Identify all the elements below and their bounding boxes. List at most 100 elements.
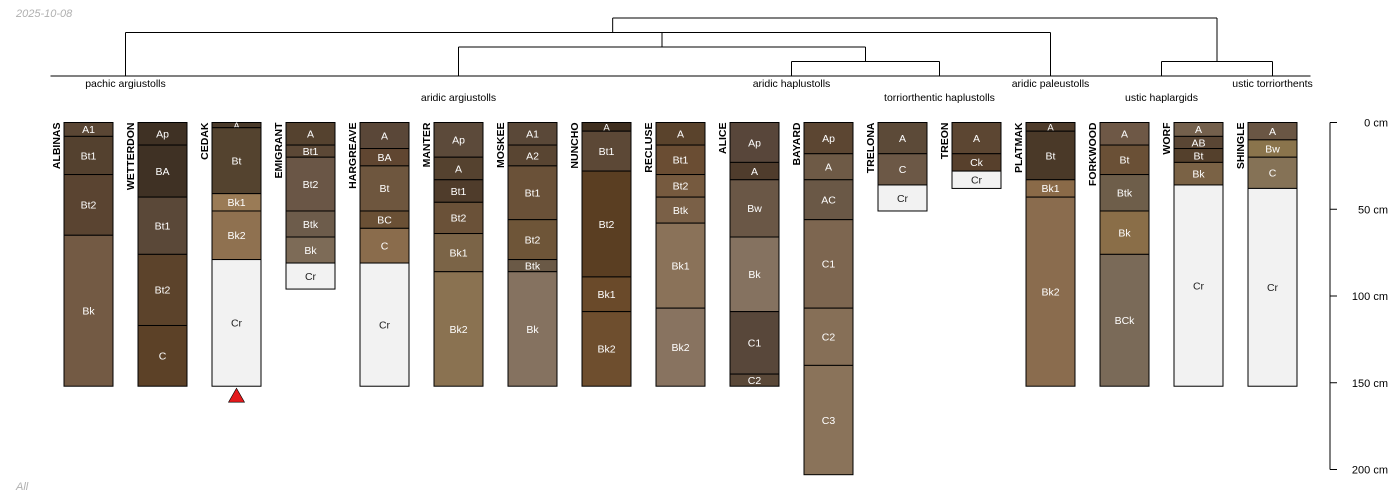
taxon-label: ustic haplargids xyxy=(1125,92,1198,104)
horizon-label: Cr xyxy=(1267,282,1279,294)
horizon-label: Bk xyxy=(82,306,95,318)
horizon-label: Bk xyxy=(748,269,761,281)
horizon-label: C1 xyxy=(822,259,836,271)
horizon-label: A xyxy=(233,121,240,132)
horizon-block xyxy=(1173,184,1224,387)
horizon-label: A xyxy=(455,163,462,175)
profile-name: HARGREAVE xyxy=(347,123,359,189)
profile-platmak: A Bt Bk1 Bk2 PLATMAK xyxy=(1013,122,1076,387)
horizon-label: Bt1 xyxy=(599,146,615,158)
horizon-label: Ap xyxy=(452,135,465,147)
taxon-label: torriorthentic haplustolls xyxy=(884,92,995,104)
profile-name: NUNCHO xyxy=(569,123,581,169)
horizon-block xyxy=(803,179,854,221)
horizon-block xyxy=(951,170,1002,189)
horizon-label: Cr xyxy=(231,318,243,330)
profile-name: ALBINAS xyxy=(51,123,63,170)
horizon-label: Bk2 xyxy=(597,344,615,356)
horizon-label: Ap xyxy=(748,137,761,149)
axis-tick-label: 100 cm xyxy=(1352,291,1388,303)
horizon-label: Cr xyxy=(971,175,983,187)
horizon-label: AB xyxy=(1191,137,1205,149)
horizon-label: A xyxy=(1195,124,1202,136)
horizon-block xyxy=(211,210,262,261)
horizon-block xyxy=(137,253,188,326)
horizon-label: C2 xyxy=(822,332,836,344)
horizon-block xyxy=(1025,196,1076,387)
horizon-block xyxy=(507,271,558,387)
horizon-block xyxy=(359,227,410,264)
profile-forkwood: A Bt Btk Bk BCk FORKWOOD xyxy=(1087,122,1150,387)
profile-moskee: A1 A2 Bt1 Bt2 Btk Bk MOSKEE xyxy=(495,122,558,387)
horizon-block xyxy=(877,184,928,212)
horizon-block xyxy=(433,271,484,387)
horizon-label: Bk xyxy=(526,324,539,336)
horizon-label: Cr xyxy=(379,319,391,331)
horizon-label: Bk1 xyxy=(671,260,689,272)
horizon-label: C xyxy=(1269,168,1277,180)
horizon-label: BCk xyxy=(1115,315,1136,327)
horizon-label: Bk xyxy=(304,245,317,257)
horizon-label: Bt xyxy=(1046,150,1056,162)
horizon-label: Bt xyxy=(380,183,390,195)
horizon-label: Bt1 xyxy=(673,155,689,167)
date-stamp: 2025-10-08 xyxy=(16,8,73,20)
horizon-label: Bt2 xyxy=(155,285,171,297)
horizon-block xyxy=(63,174,114,236)
profile-hargreave: A BA Bt BC C Cr HARGREAVE xyxy=(347,122,410,387)
profile-name: MOSKEE xyxy=(495,123,507,169)
profile-name: TREON xyxy=(939,123,951,160)
profile-emigrant: A Bt1 Bt2 Btk Bk Cr EMIGRANT xyxy=(273,122,336,290)
profile-name: TRELONA xyxy=(865,122,877,173)
horizon-block xyxy=(729,179,780,238)
horizon-label: Bk2 xyxy=(227,230,245,242)
horizon-label: A xyxy=(381,130,388,142)
horizon-label: C xyxy=(899,164,907,176)
horizon-block xyxy=(359,165,410,212)
taxon-label: pachic argiustolls xyxy=(85,78,166,90)
horizon-label: Bt1 xyxy=(303,146,319,158)
horizon-block xyxy=(285,236,336,264)
profile-shingle: A Bw C Cr SHINGLE xyxy=(1235,122,1298,387)
triangle-marker xyxy=(227,387,246,403)
horizon-label: Bk2 xyxy=(1041,286,1059,298)
horizon-label: Btk xyxy=(525,260,541,272)
profile-name: CEDAK xyxy=(199,122,211,160)
dendrogram xyxy=(125,17,1273,76)
horizon-label: Bw xyxy=(1265,143,1280,155)
horizon-label: Bw xyxy=(747,203,762,215)
horizon-block xyxy=(63,234,114,387)
horizon-label: A xyxy=(899,133,906,145)
horizon-label: Bk xyxy=(1192,168,1205,180)
horizon-label: BA xyxy=(377,152,391,164)
horizon-block xyxy=(137,324,188,387)
horizon-block xyxy=(803,307,854,366)
horizon-label: A xyxy=(1269,126,1276,138)
horizon-label: Btk xyxy=(303,219,319,231)
horizon-label: Bt2 xyxy=(599,219,615,231)
horizon-block xyxy=(1099,174,1150,212)
horizon-label: BC xyxy=(377,214,392,226)
horizon-block xyxy=(433,233,484,273)
horizon-block xyxy=(581,276,632,313)
horizon-block xyxy=(581,170,632,278)
horizon-block xyxy=(803,153,854,181)
horizon-block xyxy=(729,122,780,163)
horizon-label: Ck xyxy=(970,157,984,169)
horizon-label: A xyxy=(603,123,610,134)
profile-albinas: A1 Bt1 Bt2 Bk ALBINAS xyxy=(51,122,114,387)
horizon-block xyxy=(359,122,410,150)
horizon-label: Bt2 xyxy=(81,200,97,212)
horizon-label: Ap xyxy=(822,133,835,145)
horizon-block xyxy=(1099,210,1150,255)
horizon-label: A xyxy=(1047,123,1054,134)
horizon-block xyxy=(137,144,188,198)
horizon-label: Bt xyxy=(1194,150,1204,162)
horizon-label: Btk xyxy=(1117,188,1133,200)
profile-name: WORF xyxy=(1161,122,1173,155)
profile-name: SHINGLE xyxy=(1235,123,1247,170)
horizon-block xyxy=(803,219,854,309)
profile-name: WETTERDON xyxy=(125,123,137,191)
horizon-label: Bt1 xyxy=(451,186,467,198)
